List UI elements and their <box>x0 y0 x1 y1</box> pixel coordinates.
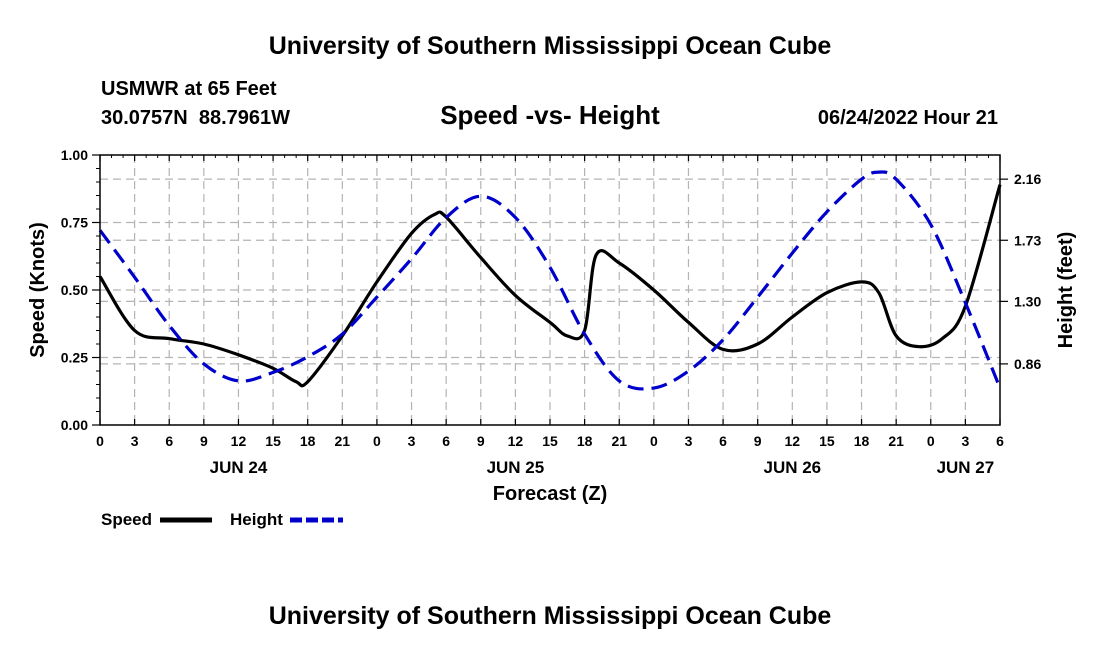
x-tick-label: 9 <box>754 433 762 449</box>
y2-tick-label: 1.73 <box>1014 232 1041 248</box>
x-tick-label: 3 <box>685 433 693 449</box>
x-tick-label: 15 <box>542 433 558 449</box>
right-axis-ticks: 0.86 1.30 1.73 2.16 <box>1000 171 1041 372</box>
date-label: JUN 25 <box>487 458 545 477</box>
y-tick-label: 0.25 <box>61 350 88 366</box>
date-label: JUN 27 <box>937 458 995 477</box>
x-tick-label: 0 <box>927 433 935 449</box>
y2-axis-label: Height (feet) <box>1055 232 1077 349</box>
legend-speed-label: Speed <box>101 510 152 529</box>
x-tick-label: 18 <box>300 433 316 449</box>
y-tick-label: 1.00 <box>61 147 88 163</box>
x-axis-label: Forecast (Z) <box>493 483 607 505</box>
x-tick-label: 21 <box>335 433 351 449</box>
chart-title: University of Southern Mississippi Ocean… <box>269 32 832 60</box>
x-tick-label: 0 <box>96 433 104 449</box>
legend-height-label: Height <box>230 510 283 529</box>
x-tick-label: 12 <box>231 433 247 449</box>
x-tick-label: 6 <box>442 433 450 449</box>
series-line-height <box>98 170 1002 391</box>
plot-frame <box>99 154 1001 426</box>
x-tick-label: 21 <box>611 433 627 449</box>
x-tick-label: 9 <box>477 433 485 449</box>
series-group <box>98 170 1002 391</box>
x-tick-label: 0 <box>650 433 658 449</box>
x-tick-label: 6 <box>719 433 727 449</box>
legend: Speed Height <box>101 510 343 529</box>
x-tick-label: 12 <box>508 433 524 449</box>
x-tick-label: 9 <box>200 433 208 449</box>
y2-tick-label: 1.30 <box>1014 293 1041 309</box>
x-tick-label: 3 <box>131 433 139 449</box>
x-tick-label: 0 <box>373 433 381 449</box>
x-tick-label: 6 <box>165 433 173 449</box>
x-tick-label: 18 <box>577 433 593 449</box>
y-tick-label: 0.00 <box>61 417 88 433</box>
y-tick-label: 0.75 <box>61 215 88 231</box>
timestamp-label: 06/24/2022 Hour 21 <box>818 107 998 129</box>
chart-subtitle: Speed -vs- Height <box>440 100 660 130</box>
station-label: USMWR at 65 Feet <box>101 78 277 100</box>
x-tick-label: 3 <box>961 433 969 449</box>
footer-title: University of Southern Mississippi Ocean… <box>269 602 832 630</box>
x-tick-label: 6 <box>996 433 1004 449</box>
x-tick-label: 12 <box>785 433 801 449</box>
x-tick-label: 15 <box>819 433 835 449</box>
series-line-speed <box>98 184 1002 388</box>
x-tick-label: 18 <box>854 433 870 449</box>
date-label: JUN 26 <box>763 458 821 477</box>
y2-tick-label: 0.86 <box>1014 356 1041 372</box>
x-tick-label: 3 <box>408 433 416 449</box>
coordinates-label: 30.0757N 88.7961W <box>101 107 290 129</box>
x-tick-label: 15 <box>265 433 281 449</box>
x-tick-label: 21 <box>888 433 904 449</box>
date-labels: JUN 24 JUN 25 JUN 26 JUN 27 <box>210 458 995 477</box>
y-axis-label: Speed (Knots) <box>27 222 49 358</box>
grid-lines <box>100 155 1000 425</box>
date-label: JUN 24 <box>210 458 268 477</box>
left-axis-ticks: 0.00 0.25 0.50 0.75 1.00 <box>61 147 100 433</box>
y-tick-label: 0.50 <box>61 282 88 298</box>
y2-tick-label: 2.16 <box>1014 171 1041 187</box>
